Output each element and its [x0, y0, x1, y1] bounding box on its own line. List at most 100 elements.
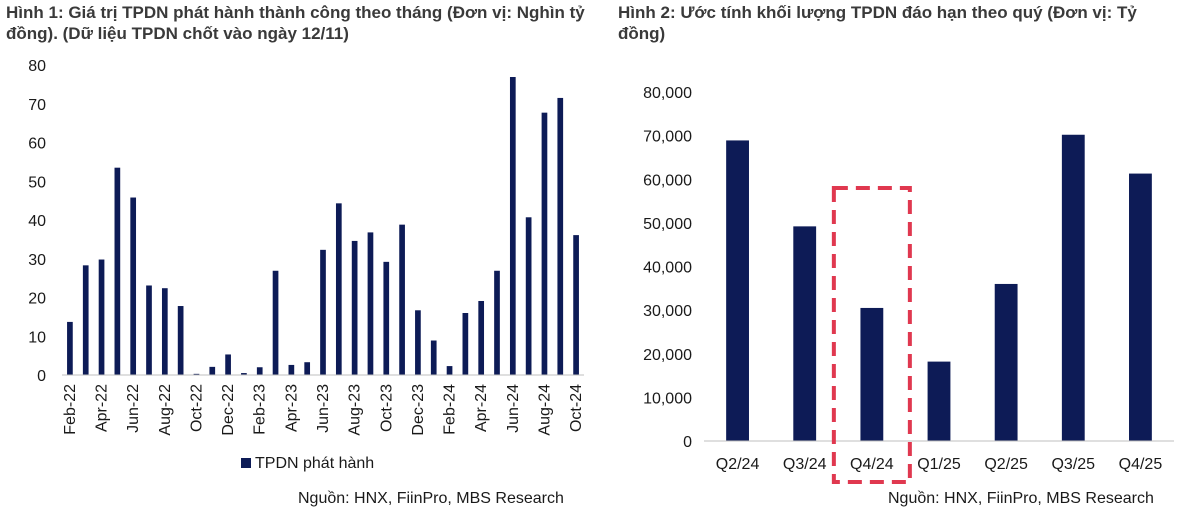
y-tick-label: 60	[28, 136, 46, 153]
bar	[161, 288, 168, 375]
x-tick-label: Q1/25	[917, 456, 961, 473]
bar	[177, 306, 184, 375]
y-tick-label: 70,000	[643, 129, 692, 146]
bar	[478, 300, 485, 375]
bar	[209, 366, 216, 375]
x-tick-label: Apr-24	[473, 384, 490, 432]
source-note: Nguồn: HNX, FiinPro, MBS Research	[298, 490, 564, 507]
y-tick-label: 20	[28, 291, 46, 308]
y-tick-label: 20,000	[643, 347, 692, 364]
x-tick-label: Q3/24	[783, 456, 827, 473]
bar	[272, 270, 279, 375]
x-tick-label: Q3/25	[1051, 456, 1095, 473]
x-tick-label: Q4/25	[1119, 456, 1163, 473]
highlight-box	[831, 186, 912, 484]
x-tick-label: Q2/25	[984, 456, 1028, 473]
bar	[1129, 173, 1152, 442]
chart-panel-quarterly-maturity: Hình 2: Ước tính khối lượng TPDN đáo hạn…	[612, 0, 1200, 518]
bar	[67, 321, 73, 375]
x-tick-label: Oct-22	[188, 384, 205, 432]
bar	[525, 217, 532, 375]
x-tick-label: Jun-24	[505, 384, 522, 433]
y-tick-label: 40	[28, 213, 46, 230]
y-tick-label: 0	[37, 368, 46, 385]
y-tick-label: 60,000	[643, 172, 692, 189]
bar	[793, 226, 817, 441]
x-tick-label: Q4/24	[850, 456, 894, 473]
bar	[415, 310, 421, 375]
bar	[98, 259, 105, 375]
x-tick-label: Q2/24	[716, 456, 760, 473]
bar	[509, 77, 516, 375]
bar-series	[726, 134, 1152, 442]
bar	[130, 197, 137, 375]
chart-title: Hình 2: Ước tính khối lượng TPDN đáo hạn…	[618, 3, 1137, 43]
bar	[335, 203, 342, 375]
bar	[193, 373, 200, 375]
y-axis: 0 10,000 20,000 30,000 40,000 50,000 60,000 70,…	[643, 85, 692, 451]
bar	[383, 261, 390, 375]
y-tick-label: 30	[28, 252, 46, 269]
bar	[256, 367, 263, 375]
x-tick-label: Dec-23	[410, 384, 427, 436]
x-tick-label: Aug-22	[157, 384, 174, 436]
y-tick-label: 50	[28, 174, 46, 191]
bar	[114, 167, 121, 375]
y-tick-label: 70	[28, 97, 46, 114]
y-tick-label: 80,000	[643, 85, 692, 102]
y-axis: 0 10 20 30 40 50 60 70 80	[28, 58, 46, 385]
source-note: Nguồn: HNX, FiinPro, MBS Research	[888, 490, 1154, 507]
x-tick-label: Oct-24	[568, 384, 585, 432]
bar	[225, 354, 231, 375]
y-tick-label: 10,000	[643, 390, 692, 407]
x-axis: Q2/24 Q3/24 Q4/24 Q1/25 Q2/25 Q3/25 Q4/25	[716, 456, 1163, 473]
bar	[430, 340, 437, 375]
y-tick-label: 30,000	[643, 303, 692, 320]
x-tick-label: Aug-24	[536, 384, 553, 436]
bar	[994, 283, 1018, 441]
bar	[351, 240, 358, 375]
bar	[1061, 134, 1085, 441]
bar	[573, 235, 579, 375]
x-tick-label: Aug-23	[347, 384, 364, 436]
bar	[557, 97, 564, 375]
y-tick-label: 0	[683, 434, 692, 451]
bar	[367, 232, 374, 375]
legend-label: TPDN phát hành	[255, 455, 374, 472]
y-tick-label: 40,000	[643, 260, 692, 277]
quarterly-maturity-chart: 0 10,000 20,000 30,000 40,000 50,000 60,000 70,…	[643, 85, 1174, 484]
x-tick-label: Feb-24	[442, 384, 459, 435]
bar	[82, 265, 89, 375]
x-tick-label: Jun-23	[315, 384, 332, 433]
legend: TPDN phát hành	[241, 455, 374, 472]
bar	[146, 285, 152, 375]
x-axis: Feb-22 Apr-22 Jun-22 Aug-22 Oct-22 Dec-22 Feb-…	[62, 384, 585, 436]
monthly-issuance-chart: 0 10 20 30 40 50 60 70 80 Feb-22 Apr-22 Jun-22 Aug-…	[28, 58, 585, 472]
x-tick-label: Apr-22	[94, 384, 111, 432]
y-tick-label: 10	[28, 329, 46, 346]
x-tick-label: Feb-23	[252, 384, 269, 435]
bar	[494, 270, 500, 375]
bar	[304, 362, 311, 375]
x-tick-label: Oct-23	[378, 384, 395, 432]
bar	[927, 361, 951, 441]
x-tick-label: Apr-23	[283, 384, 300, 432]
bar-series	[67, 77, 579, 375]
chart-panel-monthly-issuance: Hình 1: Giá trị TPDN phát hành thành côn…	[6, 3, 585, 507]
bar	[860, 307, 884, 441]
bar	[241, 373, 247, 375]
bar	[541, 112, 548, 375]
x-tick-label: Jun-22	[125, 384, 142, 433]
bar	[726, 140, 749, 441]
bar	[399, 224, 405, 375]
y-tick-label: 50,000	[643, 216, 692, 233]
y-tick-label: 80	[28, 58, 46, 75]
x-tick-label: Feb-22	[62, 384, 79, 435]
bar	[462, 313, 469, 375]
x-tick-label: Dec-22	[220, 384, 237, 436]
legend-swatch	[241, 458, 251, 468]
bar	[446, 366, 453, 375]
bar	[320, 249, 326, 375]
bar	[288, 364, 295, 375]
chart-title: Hình 1: Giá trị TPDN phát hành thành côn…	[6, 3, 585, 43]
